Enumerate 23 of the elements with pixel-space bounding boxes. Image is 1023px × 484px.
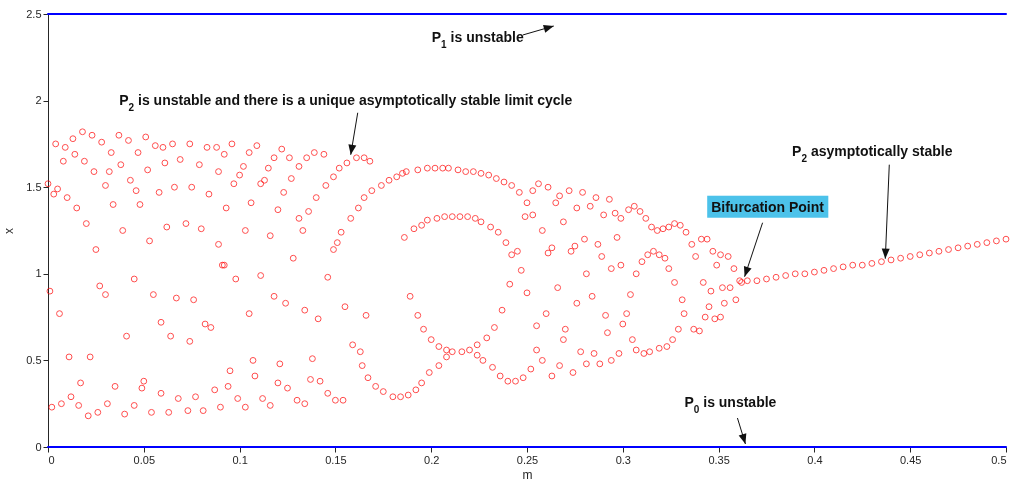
x-tick-label: 0.25 bbox=[516, 453, 539, 466]
y-axis-title: x bbox=[2, 228, 17, 234]
x-tick-label: 0.1 bbox=[232, 453, 248, 466]
y-tick-label: 0.5 bbox=[26, 353, 42, 366]
y-tick-label: 1 bbox=[35, 267, 42, 280]
y-tick-label: 0 bbox=[35, 440, 42, 453]
x-tick-label: 0.5 bbox=[991, 453, 1007, 466]
x-tick-label: 0.2 bbox=[424, 453, 440, 466]
annotation: P$_{1}$ is unstable bbox=[431, 29, 524, 50]
annotation: P$_{0}$ is unstable bbox=[684, 394, 777, 415]
x-tick-label: 0 bbox=[48, 453, 55, 466]
x-tick-label: 0.15 bbox=[325, 453, 347, 466]
x-axis-title: m bbox=[522, 467, 533, 482]
annotation: P$_{2}$ asymptotically stable bbox=[792, 142, 953, 164]
y-tick-label: 2 bbox=[35, 94, 42, 107]
y-tick-label: 1.5 bbox=[26, 180, 42, 193]
x-tick-label: 0.05 bbox=[133, 453, 156, 466]
x-tick-label: 0.35 bbox=[708, 453, 730, 466]
x-tick-label: 0.45 bbox=[899, 453, 922, 466]
annotation: P$_{2}$ is unstable and there is a unique asymptotically stable limit cycle bbox=[119, 91, 573, 113]
x-tick-label: 0.3 bbox=[615, 453, 631, 466]
x-tick-label: 0.4 bbox=[807, 453, 823, 466]
y-tick-label: 2.5 bbox=[26, 7, 42, 20]
